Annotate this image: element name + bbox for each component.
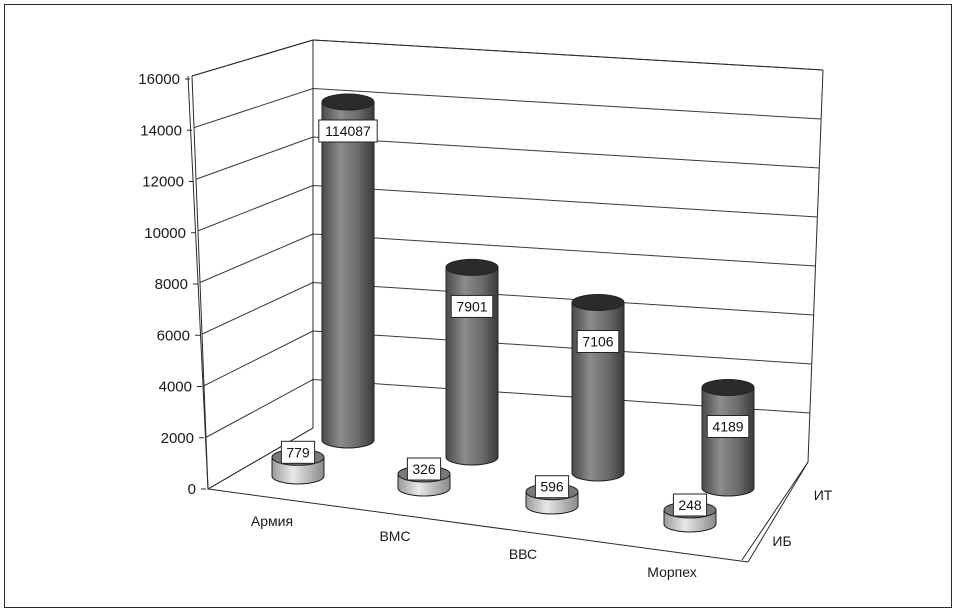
gridline-back bbox=[312, 282, 814, 316]
bar-ib-1: 326 bbox=[397, 457, 451, 497]
bar-it-2-top bbox=[571, 294, 625, 312]
bar-it-3-label-box bbox=[706, 414, 750, 438]
y-axis-line bbox=[187, 75, 209, 490]
top-left-edge bbox=[191, 39, 314, 77]
series-labels: ИТ ИБ bbox=[772, 487, 832, 549]
bar-it-0-body bbox=[321, 101, 375, 449]
floor-right-edge bbox=[741, 461, 809, 561]
bar-it-0-data-label: 114087 bbox=[325, 123, 371, 139]
chart-walls bbox=[187, 39, 824, 563]
gridline-side bbox=[205, 379, 314, 438]
bar-ib-3-label-box bbox=[672, 493, 708, 517]
y-tick-label: 2000 bbox=[161, 430, 194, 447]
gridline-back bbox=[312, 136, 820, 169]
gridline-side bbox=[201, 282, 314, 335]
bar-ib-2-data-label: 596 bbox=[540, 479, 564, 495]
bar-ib-3-data-label: 248 bbox=[678, 497, 702, 513]
bar-it-0: 114087 bbox=[318, 93, 378, 449]
bar-ib-2-label-box bbox=[534, 475, 570, 499]
bar-it-2-data-label: 7106 bbox=[582, 334, 613, 350]
y-tick-label: 8000 bbox=[155, 276, 188, 293]
bar-it-3-body bbox=[701, 386, 755, 497]
bar-it-3: 4189 bbox=[701, 378, 755, 497]
y-tick-label: 6000 bbox=[157, 327, 190, 344]
gridline-back bbox=[312, 88, 822, 120]
right-back-edge bbox=[807, 69, 824, 463]
gridline-side bbox=[197, 185, 314, 232]
bar-ib-0: 779 bbox=[271, 440, 325, 485]
category-labels: Армия ВМС ВВС Морпех bbox=[251, 513, 697, 580]
y-tick-label: 14000 bbox=[140, 122, 182, 139]
y-tick-label: 16000 bbox=[138, 71, 180, 88]
bar-it-1-label-box bbox=[450, 294, 494, 318]
bar-it-0-top bbox=[321, 93, 375, 111]
gridline-back bbox=[312, 330, 812, 365]
gridline-side bbox=[203, 330, 314, 387]
bar-it-2: 7106 bbox=[571, 294, 625, 482]
y-tick-label: 0 bbox=[188, 481, 196, 498]
bar-ib-2: 596 bbox=[525, 475, 579, 515]
bar-ib-3: 248 bbox=[663, 493, 717, 533]
left-wall-edge bbox=[191, 40, 314, 490]
category-label: ВМС bbox=[379, 528, 410, 544]
bar-it-3-data-label: 4189 bbox=[712, 418, 743, 434]
bar-it-0-label-box bbox=[318, 119, 378, 143]
bar-it-1-top bbox=[445, 258, 499, 276]
bar-ib-0-label-box bbox=[280, 440, 316, 464]
floor-front-edge bbox=[207, 488, 749, 563]
bar-it-3-top bbox=[701, 378, 755, 396]
bars: 114087 7901 7106 4189 779 326 596 248 bbox=[271, 93, 755, 533]
floor-side-edge bbox=[747, 461, 809, 563]
category-label: ВВС bbox=[509, 546, 537, 562]
bar-it-2-body bbox=[571, 302, 625, 482]
y-axis-ticks: 0 2000 4000 6000 8000 10000 12000 14000 16000 bbox=[138, 71, 206, 498]
series-label: ИТ bbox=[814, 487, 833, 503]
bar-ib-0-data-label: 779 bbox=[286, 444, 310, 460]
bar-it-1: 7901 bbox=[445, 258, 499, 466]
series-label: ИБ bbox=[772, 533, 791, 549]
y-tick-label: 10000 bbox=[144, 225, 186, 242]
bar-ib-1-label-box bbox=[406, 457, 442, 481]
y-tick-label: 12000 bbox=[142, 174, 184, 191]
category-label: Морпех bbox=[647, 564, 696, 580]
bar-it-2-label-box bbox=[576, 330, 620, 354]
gridline-back bbox=[312, 185, 818, 218]
bar-ib-1-data-label: 326 bbox=[412, 461, 436, 477]
gridline-side bbox=[193, 88, 314, 129]
gridline-back bbox=[312, 233, 816, 267]
category-label: Армия bbox=[251, 513, 293, 529]
y-tick-label: 4000 bbox=[159, 379, 192, 396]
bar-it-1-data-label: 7901 bbox=[456, 298, 487, 314]
gridline-side bbox=[199, 233, 314, 283]
gridline-side bbox=[195, 136, 314, 180]
top-back-edge bbox=[312, 39, 824, 71]
